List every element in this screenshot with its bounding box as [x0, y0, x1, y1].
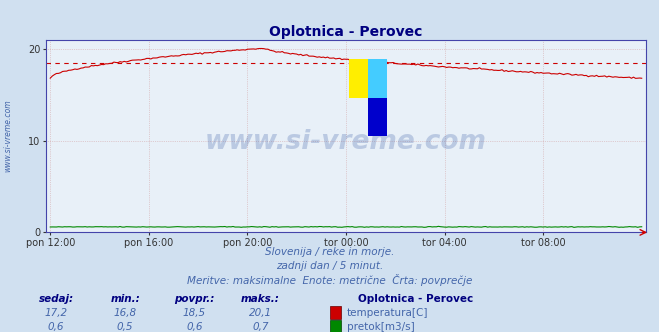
Text: 17,2: 17,2	[44, 308, 68, 318]
Bar	[368, 59, 387, 98]
Text: 0,6: 0,6	[186, 322, 203, 332]
Title: Oplotnica - Perovec: Oplotnica - Perovec	[270, 25, 422, 39]
Text: www.si-vreme.com: www.si-vreme.com	[3, 100, 13, 172]
Text: temperatura[C]: temperatura[C]	[347, 308, 428, 318]
Text: 0,7: 0,7	[252, 322, 269, 332]
Text: pretok[m3/s]: pretok[m3/s]	[347, 322, 415, 332]
Text: Oplotnica - Perovec: Oplotnica - Perovec	[358, 294, 473, 304]
Text: 20,1: 20,1	[248, 308, 272, 318]
Text: Meritve: maksimalne  Enote: metrične  Črta: povprečje: Meritve: maksimalne Enote: metrične Črta…	[186, 274, 473, 286]
Text: min.:: min.:	[110, 294, 140, 304]
Text: 0,6: 0,6	[47, 322, 65, 332]
Text: 16,8: 16,8	[113, 308, 137, 318]
Text: www.si-vreme.com: www.si-vreme.com	[205, 129, 487, 155]
Text: povpr.:: povpr.:	[174, 294, 215, 304]
Bar	[368, 98, 387, 136]
Text: sedaj:: sedaj:	[38, 294, 74, 304]
Text: maks.:: maks.:	[241, 294, 279, 304]
Text: 18,5: 18,5	[183, 308, 206, 318]
Text: Slovenija / reke in morje.: Slovenija / reke in morje.	[265, 247, 394, 257]
Text: 0,5: 0,5	[117, 322, 134, 332]
Text: zadnji dan / 5 minut.: zadnji dan / 5 minut.	[276, 261, 383, 271]
Bar	[349, 59, 368, 98]
